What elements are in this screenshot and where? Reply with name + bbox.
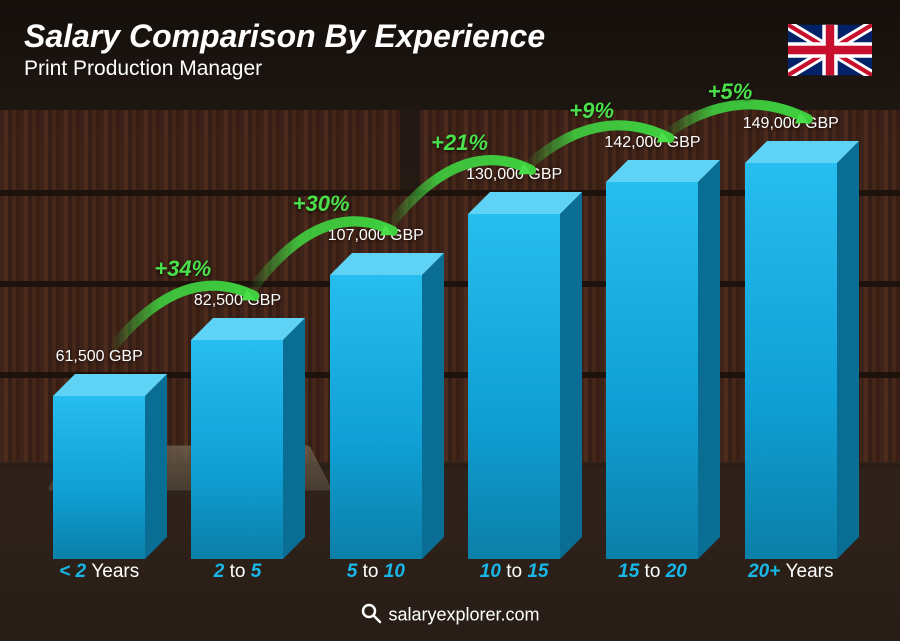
chart-container: Salary Comparison By Experience Print Pr… (0, 0, 900, 641)
bar-value-label: 130,000 GBP (466, 166, 562, 184)
bar-value-label: 142,000 GBP (604, 134, 700, 152)
bar-group: 107,000 GBP (307, 275, 445, 559)
category-label: < 2 Years (30, 561, 168, 591)
footer: salaryexplorer.com (0, 602, 900, 629)
footer-text: salaryexplorer.com (388, 604, 539, 624)
uk-flag-icon (788, 24, 872, 76)
logo-icon (360, 602, 382, 629)
page-subtitle: Print Production Manager (24, 57, 545, 81)
category-label: 15 to 20 (583, 561, 721, 591)
bar-value-label: 149,000 GBP (743, 115, 839, 133)
bar-chart: 61,500 GBP82,500 GBP107,000 GBP130,000 G… (30, 115, 860, 591)
bar-group: 142,000 GBP (583, 182, 721, 559)
category-label: 2 to 5 (168, 561, 306, 591)
bar-value-label: 82,500 GBP (194, 292, 281, 310)
bar-group: 61,500 GBP (30, 396, 168, 559)
page-title: Salary Comparison By Experience (24, 18, 545, 55)
bar-group: 130,000 GBP (445, 214, 583, 559)
bar-value-label: 61,500 GBP (56, 348, 143, 366)
header: Salary Comparison By Experience Print Pr… (24, 18, 545, 81)
bar-group: 149,000 GBP (722, 163, 860, 559)
category-label: 20+ Years (722, 561, 860, 591)
category-label: 5 to 10 (307, 561, 445, 591)
category-label: 10 to 15 (445, 561, 583, 591)
bar-value-label: 107,000 GBP (328, 227, 424, 245)
bar-group: 82,500 GBP (168, 340, 306, 559)
